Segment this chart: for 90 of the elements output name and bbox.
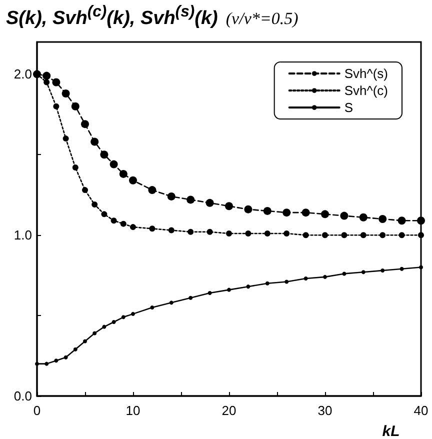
point: [226, 230, 232, 236]
point: [361, 270, 366, 274]
point: [44, 79, 50, 86]
point: [304, 276, 308, 281]
point: [419, 265, 423, 270]
point: [35, 362, 39, 366]
legend-label: Svh^(c): [344, 83, 388, 98]
point: [321, 210, 329, 218]
y-tick-label: 0.0: [14, 388, 32, 404]
point: [417, 216, 425, 225]
point: [90, 138, 99, 146]
point: [380, 232, 386, 238]
point: [129, 176, 137, 184]
point: [81, 120, 89, 128]
point: [206, 228, 213, 235]
point: [208, 291, 212, 296]
y-tick-label: 2.0: [14, 66, 32, 82]
point: [168, 227, 174, 234]
point: [341, 232, 348, 238]
point: [62, 89, 70, 98]
point: [398, 216, 406, 225]
point: [92, 202, 98, 208]
point: [82, 187, 88, 194]
point: [64, 355, 68, 360]
x-tick-label: 0: [33, 403, 41, 418]
point: [149, 226, 156, 232]
point: [245, 230, 252, 236]
x-axis-title: kL: [382, 423, 400, 439]
point: [284, 280, 289, 284]
point: [264, 230, 270, 236]
point: [400, 266, 404, 271]
x-tick-label: 40: [414, 403, 428, 418]
point: [110, 218, 117, 224]
point: [360, 232, 366, 238]
legend-label: S: [344, 100, 354, 115]
point: [418, 232, 424, 238]
point: [188, 296, 193, 300]
point: [131, 312, 135, 316]
point: [42, 72, 51, 80]
point: [150, 306, 154, 310]
x-tick-label: 20: [222, 403, 236, 418]
chart-subtitle: (ν/ν*=0.5): [226, 9, 298, 28]
point: [101, 211, 108, 218]
point: [340, 212, 348, 220]
point: [206, 198, 214, 207]
x-tick-label: 30: [318, 403, 332, 418]
point: [119, 170, 128, 178]
point: [244, 205, 252, 214]
point: [169, 300, 174, 305]
point: [322, 232, 328, 238]
point: [380, 268, 385, 272]
point: [246, 284, 250, 289]
point: [302, 208, 310, 217]
point: [100, 150, 108, 159]
point: [53, 103, 60, 110]
legend-label: Svh^(s): [344, 66, 388, 81]
point: [263, 206, 272, 215]
point: [398, 232, 405, 238]
point: [323, 274, 327, 279]
point: [225, 202, 233, 210]
point: [167, 192, 176, 200]
point: [120, 220, 126, 227]
point: [73, 347, 78, 352]
point: [130, 224, 136, 230]
point: [52, 78, 60, 86]
point: [71, 102, 80, 110]
point: [54, 358, 58, 363]
point: [72, 164, 78, 171]
point: [102, 324, 106, 329]
point: [378, 215, 387, 223]
point: [265, 281, 270, 286]
point: [282, 208, 291, 217]
point: [92, 331, 97, 336]
point: [342, 272, 346, 276]
point: [62, 136, 69, 142]
point: [148, 186, 156, 194]
point: [44, 362, 49, 366]
point: [284, 230, 290, 236]
point: [83, 339, 87, 344]
point: [188, 228, 194, 235]
point: [302, 232, 309, 238]
x-tick-label: 10: [126, 403, 140, 418]
point: [186, 196, 195, 204]
point: [227, 288, 231, 292]
point: [112, 320, 116, 324]
chart-title: S(k), Svh$^{(c)}$(k), Svh$^{(s)}$(k): [6, 4, 218, 30]
y-tick-label: 1.0: [14, 228, 32, 243]
point: [121, 315, 126, 320]
point: [110, 160, 118, 168]
point: [359, 213, 368, 222]
